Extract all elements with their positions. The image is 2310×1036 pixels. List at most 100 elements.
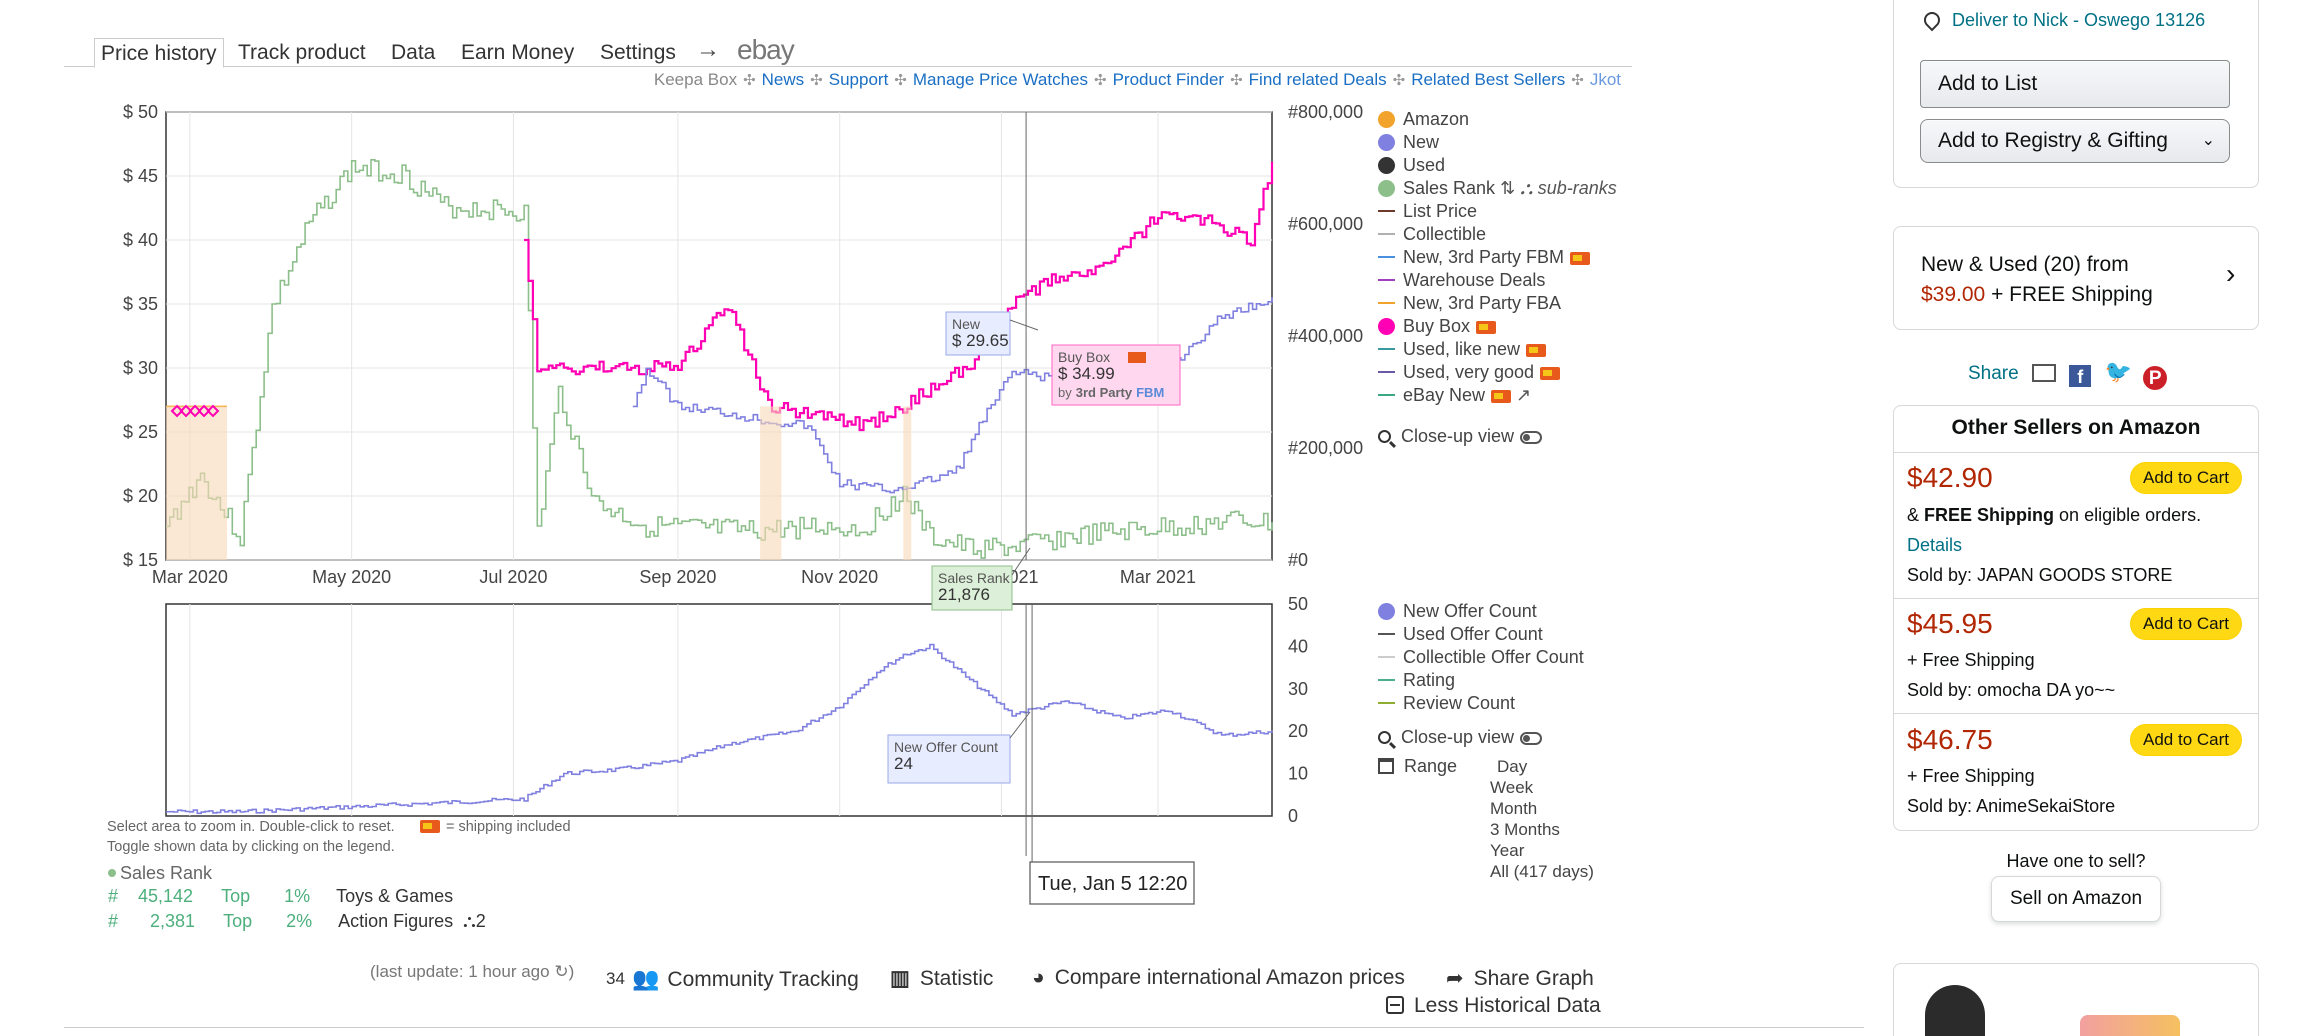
- sort-icon[interactable]: ⇅: [1495, 178, 1521, 198]
- community-tracking-link[interactable]: 👥 Community Tracking: [632, 966, 859, 991]
- range-option[interactable]: Week: [1490, 778, 1534, 797]
- x-tick-label: Jul 2020: [479, 567, 547, 587]
- truck-icon: [1476, 321, 1497, 334]
- other-sellers-title: Other Sellers on Amazon: [1951, 416, 2201, 439]
- tab-data[interactable]: Data: [391, 41, 436, 64]
- legend-used-like-new[interactable]: Used, like new: [1378, 338, 1547, 361]
- link-support[interactable]: Support: [828, 70, 889, 89]
- range-option[interactable]: Month: [1490, 799, 1538, 818]
- tab-ebay[interactable]: ebay: [737, 34, 795, 65]
- legend-dot-icon: [1378, 180, 1395, 197]
- range-option[interactable]: Year: [1490, 841, 1525, 860]
- share-graph-link[interactable]: ➦ Share Graph: [1446, 967, 1594, 990]
- legend-warehouse-deals[interactable]: Warehouse Deals: [1378, 269, 1545, 292]
- legend-review-count[interactable]: Review Count: [1378, 692, 1515, 715]
- range-option[interactable]: 3 Months: [1490, 820, 1560, 839]
- tab-settings[interactable]: Settings: [600, 41, 676, 64]
- legend-amazon[interactable]: Amazon: [1378, 108, 1469, 131]
- add-to-list-button[interactable]: Add to List: [1920, 60, 2230, 108]
- price-history-chart[interactable]: $ 50 $ 45 $ 40 $ 35 $ 30 $ 25 $ 20 $ 15 #800,000…: [0, 0, 1400, 1036]
- legend-line-icon: [1378, 633, 1395, 635]
- tab-price-history[interactable]: Price history: [94, 38, 224, 68]
- truck-icon: [1491, 390, 1512, 403]
- link-jkot[interactable]: Jkot: [1589, 70, 1621, 89]
- separator-icon: ✣: [743, 72, 756, 89]
- range-option[interactable]: Day: [1497, 757, 1528, 776]
- tab-track-product[interactable]: Track product: [238, 41, 366, 64]
- statistic-link[interactable]: ▥ Statistic: [890, 967, 994, 990]
- legend-line-icon: [1378, 233, 1395, 235]
- buy-box-tooltip-text: $ 34.99: [1058, 364, 1115, 383]
- truck-icon: [1526, 344, 1547, 357]
- closeup-toggle-sub[interactable]: Close-up view: [1378, 726, 1543, 749]
- link-product-finder[interactable]: Product Finder: [1112, 70, 1225, 89]
- main-plot-area: [165, 111, 1273, 561]
- sub-ranks-link[interactable]: ⛬ sub-ranks: [1520, 178, 1617, 198]
- new-used-box[interactable]: [1893, 226, 2259, 330]
- new-offer-tooltip: [887, 734, 1011, 784]
- legend-line-icon: [1378, 348, 1395, 350]
- new-tooltip-text: $ 29.65: [952, 331, 1009, 350]
- keepa-links: Keepa Box ✣ News ✣ Support ✣ Manage Price Watc…: [651, 70, 1624, 90]
- legend-sales-rank[interactable]: Sales Rank ⇅ ⛬ sub-ranks: [1378, 177, 1617, 200]
- registry-dropdown[interactable]: Add to Registry & Gifting ⌄: [1920, 119, 2230, 163]
- facebook-icon[interactable]: f: [2069, 365, 2092, 387]
- legend-new[interactable]: New: [1378, 131, 1439, 154]
- legend-ebay-new[interactable]: eBay New ↗: [1378, 384, 1531, 407]
- compare-prices-link[interactable]: ◕ Compare international Amazon prices: [1032, 966, 1405, 989]
- legend-used[interactable]: Used: [1378, 154, 1445, 177]
- link-find-related-deals[interactable]: Find related Deals: [1248, 70, 1387, 89]
- add-to-cart-button[interactable]: Add to Cart: [2130, 608, 2242, 640]
- link-manage-price-watches[interactable]: Manage Price Watches: [912, 70, 1088, 89]
- subrank-icon[interactable]: ⛬: [463, 911, 476, 931]
- y-tick-label: 20: [1288, 721, 1308, 741]
- buy-box-marker-icon: [206, 404, 220, 418]
- link-related-best-sellers[interactable]: Related Best Sellers: [1411, 70, 1566, 89]
- less-historical-link[interactable]: Less Historical Data: [1386, 994, 1601, 1018]
- amazon-band: [166, 406, 228, 560]
- pinterest-icon[interactable]: P: [2143, 366, 2168, 390]
- closeup-toggle-main[interactable]: Close-up view: [1378, 425, 1543, 448]
- y-tick-label: $ 15: [123, 550, 158, 570]
- add-to-cart-button[interactable]: Add to Cart: [2130, 462, 2242, 494]
- legend-new-3rd-party-fba[interactable]: New, 3rd Party FBA: [1378, 292, 1561, 315]
- legend-new-3rd-party-fbm[interactable]: New, 3rd Party FBM: [1378, 246, 1591, 269]
- legend-new-offer-count[interactable]: New Offer Count: [1378, 600, 1537, 623]
- twitter-icon[interactable]: 🐦: [2104, 359, 2132, 384]
- y-tick-label: 30: [1288, 679, 1308, 699]
- chevron-right-icon: ›: [2226, 258, 2236, 289]
- legend-collectible-offer-count[interactable]: Collectible Offer Count: [1378, 646, 1584, 669]
- shipping-text: & FREE Shipping on eligible orders.: [1907, 505, 2202, 525]
- details-link[interactable]: Details: [1907, 535, 1963, 555]
- tab-earn-money[interactable]: Earn Money: [461, 41, 575, 64]
- legend-dot-icon: [1378, 157, 1395, 174]
- toggle-icon: [1520, 431, 1543, 444]
- sell-on-amazon-button[interactable]: Sell on Amazon: [1991, 876, 2161, 922]
- legend-used-offer-count[interactable]: Used Offer Count: [1378, 623, 1543, 646]
- range-option[interactable]: All (417 days): [1490, 862, 1594, 881]
- deliver-to-link[interactable]: Deliver to Nick - Oswego 13126: [1920, 8, 2205, 32]
- legend-used-very-good[interactable]: Used, very good: [1378, 361, 1561, 384]
- magnifier-icon: [1378, 430, 1391, 443]
- calendar-icon: [1378, 758, 1394, 774]
- legend-list-price[interactable]: List Price: [1378, 200, 1477, 223]
- rank-row: #2,381 Top 2% Action Figures ⛬2: [108, 911, 486, 931]
- legend-collectible[interactable]: Collectible: [1378, 223, 1486, 246]
- truck-icon: [1540, 367, 1561, 380]
- y-tick-label: 40: [1288, 636, 1308, 656]
- have-one-text: Have one to sell?: [2006, 851, 2146, 871]
- y-tick-label: 50: [1288, 594, 1308, 614]
- legend-line-icon: [1378, 256, 1395, 258]
- tooltip-connector: [1009, 319, 1039, 331]
- legend-rating[interactable]: Rating: [1378, 669, 1455, 692]
- legend-line-icon: [1378, 371, 1395, 373]
- refresh-icon[interactable]: ↻: [554, 962, 569, 981]
- email-icon[interactable]: [2031, 364, 2056, 382]
- link-keepa-box[interactable]: Keepa Box: [653, 70, 738, 89]
- external-link-icon[interactable]: ↗: [1511, 385, 1532, 405]
- legend-buy-box[interactable]: Buy Box: [1378, 315, 1497, 338]
- location-pin-icon: [1920, 8, 1944, 32]
- series-line-sales-rank: [166, 159, 1273, 559]
- link-news[interactable]: News: [761, 70, 805, 89]
- add-to-cart-button[interactable]: Add to Cart: [2130, 724, 2242, 756]
